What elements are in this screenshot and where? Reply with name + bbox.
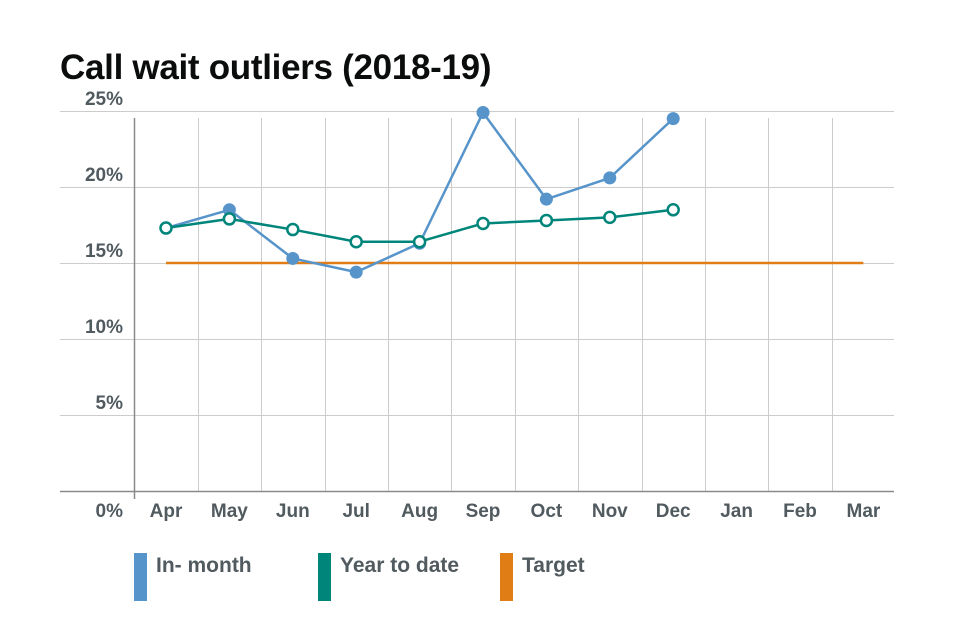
legend: In- month Year to date Target bbox=[134, 553, 585, 601]
x-tick-label: Feb bbox=[783, 501, 817, 522]
axes bbox=[60, 118, 894, 499]
chart-title: Call wait outliers (2018-19) bbox=[60, 48, 492, 87]
x-tick-label: Sep bbox=[466, 501, 501, 522]
x-tick-label: Apr bbox=[150, 501, 183, 522]
legend-label: Year to date bbox=[340, 554, 459, 577]
y-tick-label: 10% bbox=[85, 317, 123, 338]
grid bbox=[60, 111, 894, 491]
y-axis-ticks: 0% 5% 10% 15% 20% 25% bbox=[85, 89, 123, 522]
x-tick-label: Jul bbox=[342, 501, 369, 522]
data-point bbox=[603, 210, 617, 225]
x-tick-label: Aug bbox=[401, 501, 438, 522]
legend-label: Target bbox=[522, 554, 585, 577]
data-point bbox=[286, 251, 300, 265]
legend-swatch bbox=[500, 553, 513, 601]
data-point bbox=[539, 192, 553, 206]
data-point bbox=[412, 234, 427, 249]
y-tick-label: 20% bbox=[85, 165, 123, 186]
data-point bbox=[539, 213, 554, 228]
data-point bbox=[476, 106, 490, 120]
data-point bbox=[286, 222, 300, 237]
series bbox=[159, 106, 864, 279]
data-point bbox=[603, 171, 617, 185]
y-tick-label: 5% bbox=[96, 393, 124, 414]
y-tick-label: 0% bbox=[96, 501, 124, 522]
y-tick-label: 15% bbox=[85, 241, 123, 262]
x-tick-label: Dec bbox=[656, 501, 691, 522]
legend-swatch bbox=[134, 553, 147, 601]
x-tick-label: Mar bbox=[847, 501, 881, 522]
series-year-to-date bbox=[159, 203, 680, 249]
data-point bbox=[349, 265, 363, 279]
data-point bbox=[666, 203, 680, 217]
series-in-month bbox=[159, 106, 680, 279]
x-axis-ticks: Apr May Jun Jul Aug Sep Oct Nov Dec Jan Feb Mar bbox=[150, 501, 881, 522]
data-point bbox=[349, 234, 363, 249]
legend-swatch bbox=[318, 553, 331, 601]
x-tick-label: Oct bbox=[531, 501, 563, 522]
x-tick-label: Jan bbox=[720, 501, 753, 522]
data-point bbox=[476, 216, 490, 231]
data-point bbox=[222, 212, 237, 226]
x-tick-label: Jun bbox=[276, 501, 310, 522]
x-tick-label: May bbox=[211, 501, 248, 522]
data-point bbox=[666, 112, 680, 126]
x-tick-label: Nov bbox=[592, 501, 628, 522]
legend-label: In- month bbox=[156, 554, 252, 577]
y-tick-label: 25% bbox=[85, 89, 123, 110]
data-point bbox=[159, 221, 173, 235]
